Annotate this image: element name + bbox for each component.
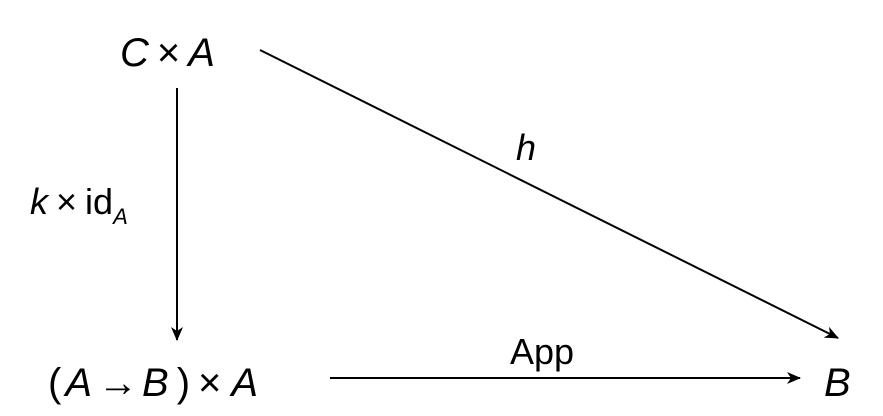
node-b: B	[824, 361, 851, 405]
node-exp-codomain: B	[142, 361, 169, 405]
node-c-times-symbol: ×	[157, 31, 180, 75]
arrow-h: h	[259, 49, 839, 339]
node-exp-factor: A	[229, 361, 258, 405]
node-exp-domain: A	[63, 361, 92, 405]
arrow-app: App	[330, 331, 801, 384]
arrow-k-times-id-label: k × idA	[30, 181, 128, 229]
label-id-subscript: A	[111, 204, 128, 229]
arrow-k-times-id: k × idA	[30, 88, 183, 341]
node-exp-open-paren: (	[48, 361, 62, 405]
node-c-factor: A	[186, 31, 215, 75]
node-exp-times-symbol: ×	[198, 361, 221, 405]
node-b-object: B	[824, 361, 851, 405]
label-k-map: k	[30, 181, 50, 222]
arrow-app-label: App	[510, 331, 574, 372]
arrow-h-label: h	[516, 127, 536, 168]
arrow-h-line	[259, 49, 839, 339]
node-exp-close-paren: )	[177, 361, 190, 405]
svg-text:C×A: C × A	[120, 31, 215, 75]
label-id: id	[85, 181, 113, 222]
node-c-times-a: C × A	[120, 31, 215, 75]
node-exp-arrow-symbol: →	[98, 361, 138, 405]
node-exponential-times-a: (A → B) × A	[48, 361, 258, 405]
label-times-symbol: ×	[56, 181, 77, 222]
svg-text:(A→B)×A: (A → B) × A	[48, 361, 258, 405]
node-c-object: C	[120, 31, 150, 75]
